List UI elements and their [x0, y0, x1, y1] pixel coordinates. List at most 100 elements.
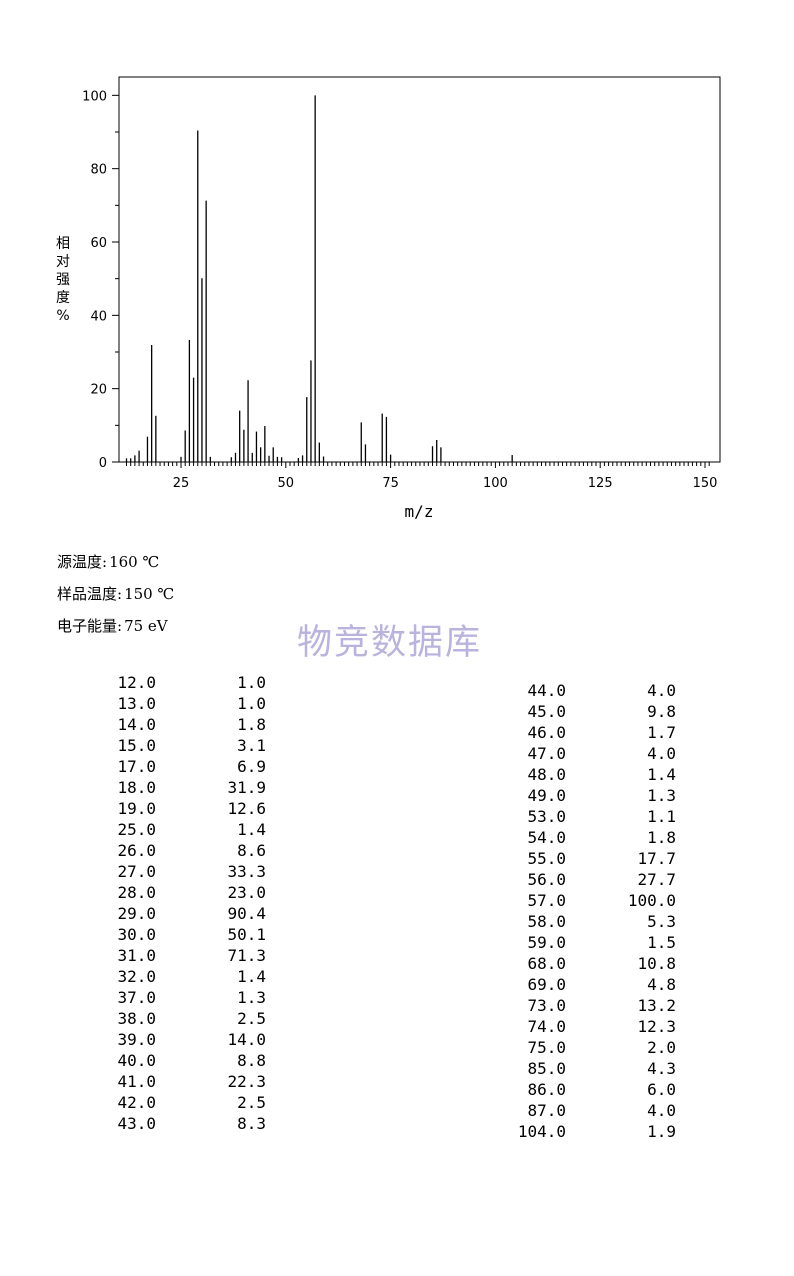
peak-mz: 48.0	[527, 765, 566, 784]
peak-intensity: 100.0	[627, 891, 676, 910]
peak-mz: 14.0	[117, 715, 156, 734]
peak-row: 73.0 13.2	[470, 995, 770, 1016]
peak-mz: 58.0	[527, 912, 566, 931]
x-tick-label: 100	[483, 476, 508, 491]
peak-row: 17.0 6.9	[60, 756, 360, 777]
spectrum-peaks	[125, 95, 513, 462]
peak-mz: 30.0	[117, 925, 156, 944]
peak-row: 69.0 4.8	[470, 974, 770, 995]
source-temperature-value: 160 ℃	[109, 553, 160, 571]
y-axis-label-char: %	[56, 308, 69, 324]
peak-intensity: 3.1	[237, 736, 266, 755]
peak-intensity: 23.0	[227, 883, 266, 902]
peak-intensity: 1.9	[647, 1122, 676, 1141]
x-tick-label: 125	[588, 476, 613, 491]
peak-row: 44.0 4.0	[470, 680, 770, 701]
peak-intensity: 6.9	[237, 757, 266, 776]
peak-intensity: 71.3	[227, 946, 266, 965]
peak-mz: 69.0	[527, 975, 566, 994]
peak-intensity: 1.8	[647, 828, 676, 847]
peak-intensity: 4.0	[647, 681, 676, 700]
peak-mz: 86.0	[527, 1080, 566, 1099]
peak-row: 53.0 1.1	[470, 806, 770, 827]
peak-row: 48.0 1.4	[470, 764, 770, 785]
peak-row: 37.0 1.3	[60, 987, 360, 1008]
y-axis-label-char: 强	[56, 272, 70, 288]
peak-row: 29.0 90.4	[60, 903, 360, 924]
peak-intensity: 4.8	[647, 975, 676, 994]
peak-row: 18.0 31.9	[60, 777, 360, 798]
peak-intensity: 6.0	[647, 1080, 676, 1099]
peak-row: 49.0 1.3	[470, 785, 770, 806]
peak-intensity: 8.8	[237, 1051, 266, 1070]
peak-intensity: 4.3	[647, 1059, 676, 1078]
electron-energy-label: 电子能量:	[57, 617, 123, 635]
peak-intensity: 13.2	[637, 996, 676, 1015]
peak-mz: 47.0	[527, 744, 566, 763]
peak-row: 12.0 1.0	[60, 672, 360, 693]
peak-intensity: 1.0	[237, 673, 266, 692]
peak-intensity: 12.3	[637, 1017, 676, 1036]
peak-intensity: 1.1	[647, 807, 676, 826]
peak-mz: 57.0	[527, 891, 566, 910]
x-tick-label: 25	[173, 476, 190, 491]
peak-row: 32.0 1.4	[60, 966, 360, 987]
peak-mz: 13.0	[117, 694, 156, 713]
peak-intensity: 22.3	[227, 1072, 266, 1091]
peak-mz: 73.0	[527, 996, 566, 1015]
peak-intensity: 1.8	[237, 715, 266, 734]
peak-mz: 37.0	[117, 988, 156, 1007]
electron-energy-value: 75 eV	[124, 617, 168, 635]
peak-intensity: 1.7	[647, 723, 676, 742]
peak-mz: 38.0	[117, 1009, 156, 1028]
peak-intensity: 1.4	[647, 765, 676, 784]
peak-intensity: 2.5	[237, 1009, 266, 1028]
peak-row: 68.0 10.8	[470, 953, 770, 974]
peak-row: 26.0 8.6	[60, 840, 360, 861]
x-tick-label: 75	[382, 476, 399, 491]
peak-intensity: 1.5	[647, 933, 676, 952]
peak-mz: 74.0	[527, 1017, 566, 1036]
peak-mz: 32.0	[117, 967, 156, 986]
peak-intensity: 27.7	[637, 870, 676, 889]
peak-intensity: 9.8	[647, 702, 676, 721]
peak-mz: 39.0	[117, 1030, 156, 1049]
peak-intensity: 1.0	[237, 694, 266, 713]
peak-row: 25.0 1.4	[60, 819, 360, 840]
peak-intensity: 1.3	[647, 786, 676, 805]
peak-mz: 53.0	[527, 807, 566, 826]
peak-mz: 41.0	[117, 1072, 156, 1091]
peak-mz: 56.0	[527, 870, 566, 889]
peak-row: 27.0 33.3	[60, 861, 360, 882]
peak-intensity: 50.1	[227, 925, 266, 944]
peak-intensity: 12.6	[227, 799, 266, 818]
peak-row: 45.0 9.8	[470, 701, 770, 722]
y-axis-label-char: 度	[56, 290, 70, 306]
peak-intensity: 90.4	[227, 904, 266, 923]
peak-mz: 54.0	[527, 828, 566, 847]
peak-row: 39.0 14.0	[60, 1029, 360, 1050]
sample-temperature-label: 样品温度:	[57, 585, 123, 603]
y-axis-label-char: 对	[56, 254, 70, 270]
source-temperature-label: 源温度:	[57, 553, 108, 571]
peak-mz: 45.0	[527, 702, 566, 721]
peak-mz: 15.0	[117, 736, 156, 755]
peak-row: 74.0 12.3	[470, 1016, 770, 1037]
sample-temperature-value: 150 ℃	[124, 585, 175, 603]
watermark: 物竞数据库	[297, 623, 483, 663]
peak-mz: 68.0	[527, 954, 566, 973]
peak-row: 40.0 8.8	[60, 1050, 360, 1071]
peak-row: 38.0 2.5	[60, 1008, 360, 1029]
peak-row: 41.0 22.3	[60, 1071, 360, 1092]
peak-row: 30.0 50.1	[60, 924, 360, 945]
peak-mz: 25.0	[117, 820, 156, 839]
peak-row: 86.0 6.0	[470, 1079, 770, 1100]
peak-intensity: 31.9	[227, 778, 266, 797]
peak-row: 57.0 100.0	[470, 890, 770, 911]
peak-row: 42.0 2.5	[60, 1092, 360, 1113]
peak-row: 75.0 2.0	[470, 1037, 770, 1058]
peak-row: 15.0 3.1	[60, 735, 360, 756]
y-tick-label: 0	[99, 456, 107, 471]
mass-spectrum-chart: 0 20 40 60 80 100 25 50 75 100 125 150 m/z 相对强度%	[56, 76, 721, 521]
x-tick-label: 50	[278, 476, 295, 491]
